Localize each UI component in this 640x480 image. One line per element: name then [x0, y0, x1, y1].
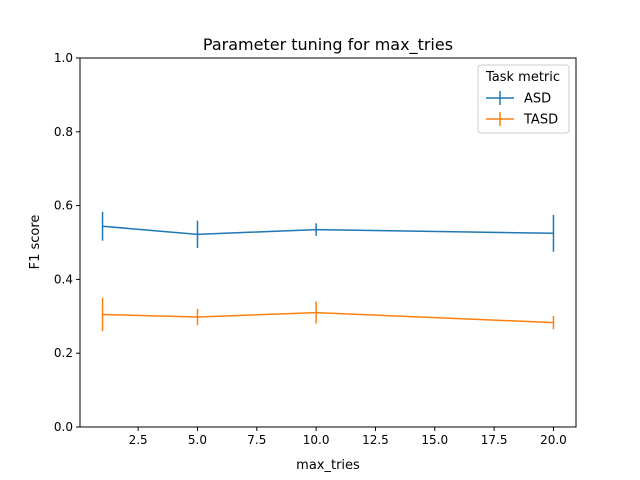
y-tick-label: 0.2: [54, 346, 73, 360]
x-axis-label: max_tries: [296, 458, 360, 473]
series-line-asd: [102, 225, 554, 236]
legend-title: Task metric: [485, 70, 560, 85]
legend-label-asd: ASD: [524, 92, 551, 107]
x-tick-label: 12.5: [362, 433, 389, 447]
plot-frame: [79, 57, 577, 428]
x-tick-label: 10.0: [303, 433, 330, 447]
x-axis-ticks: 2.5 5.0 7.5 10.0 12.5 15.0 17.5 20.0: [129, 427, 567, 447]
x-tick-label: 17.5: [481, 433, 508, 447]
x-tick-label: 15.0: [421, 433, 448, 447]
y-tick-label: 0.8: [54, 125, 73, 139]
y-tick-label: 1.0: [54, 51, 73, 65]
chart-title: Parameter tuning for max_tries: [203, 35, 453, 55]
plot-area: [101, 211, 555, 332]
x-tick-label: 20.0: [540, 433, 567, 447]
series-line-tasd: [102, 311, 554, 324]
y-axis-label: F1 score: [28, 215, 43, 270]
legend-label-tasd: TASD: [523, 113, 558, 128]
x-tick-label: 2.5: [129, 433, 148, 447]
y-axis-ticks: 0.0 0.2 0.4 0.6 0.8 1.0: [54, 51, 80, 434]
y-tick-label: 0.0: [54, 420, 73, 434]
x-tick-label: 5.0: [188, 433, 207, 447]
x-tick-label: 7.5: [247, 433, 266, 447]
y-tick-label: 0.6: [54, 199, 73, 213]
legend: Task metric ASD TASD: [477, 64, 570, 134]
y-tick-label: 0.4: [54, 272, 73, 286]
